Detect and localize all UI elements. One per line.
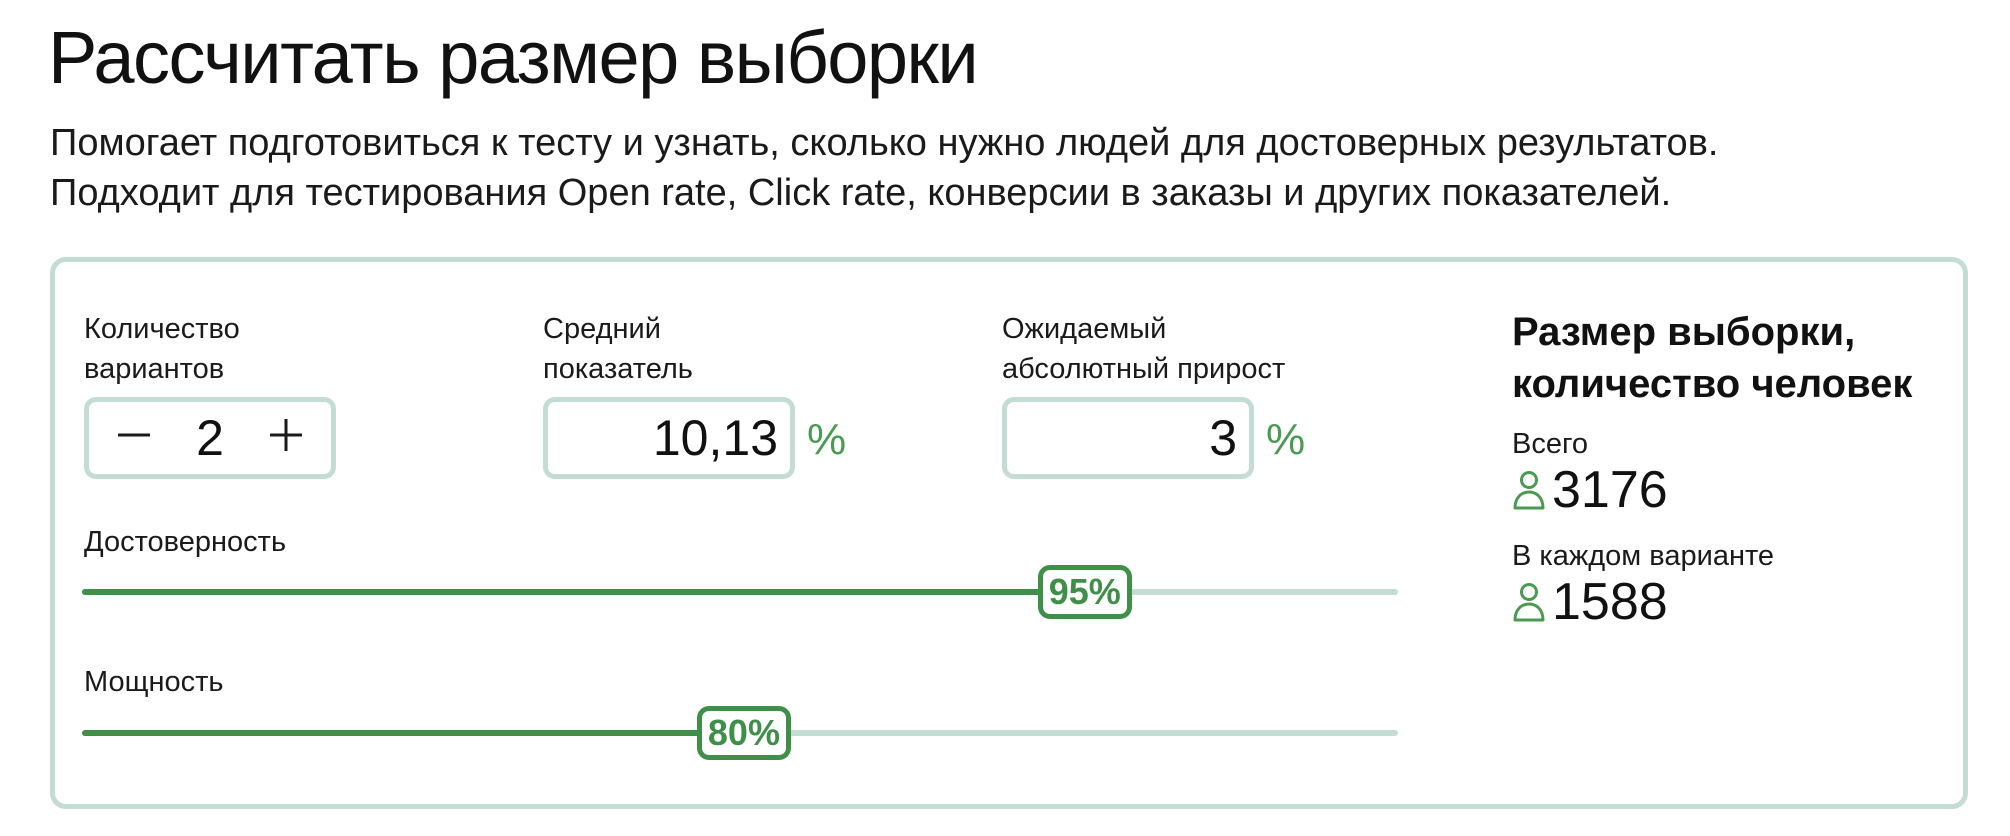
subtitle-line-1: Помогает подготовиться к тесту и узнать,… — [50, 122, 1719, 164]
plus-icon[interactable] — [261, 413, 311, 463]
power-slider-thumb[interactable]: 80% — [696, 706, 791, 760]
average-label: Средний показатель — [543, 309, 693, 389]
average-label-line-1: Средний — [543, 313, 661, 345]
page-subtitle: Помогает подготовиться к тесту и узнать,… — [50, 118, 1718, 218]
variants-label-line-2: вариантов — [84, 353, 225, 385]
result-title: Размер выборки, количество человек — [1512, 306, 1912, 410]
uplift-unit: % — [1266, 415, 1306, 464]
power-slider[interactable]: 80% — [82, 706, 1398, 760]
confidence-slider[interactable]: 95% — [82, 565, 1398, 619]
subtitle-line-2: Подходит для тестирования Open rate, Cli… — [50, 172, 1672, 214]
person-icon — [1512, 581, 1546, 623]
person-icon — [1512, 469, 1546, 511]
average-input[interactable] — [543, 397, 795, 479]
power-slider-fill — [82, 730, 744, 736]
confidence-slider-thumb[interactable]: 95% — [1037, 565, 1132, 619]
uplift-label-line-2: абсолютный прирост — [1002, 353, 1286, 385]
variants-label: Количество вариантов — [84, 309, 240, 389]
result-title-line-2: количество человек — [1512, 362, 1913, 406]
uplift-label: Ожидаемый абсолютный прирост — [1002, 309, 1285, 389]
confidence-slider-fill — [82, 589, 1085, 595]
total-value: 3176 — [1512, 464, 1668, 516]
confidence-label: Достоверность — [84, 526, 287, 558]
calculator-card — [50, 257, 1968, 809]
minus-icon[interactable] — [109, 413, 159, 463]
power-label: Мощность — [84, 666, 224, 698]
variants-stepper: 2 — [84, 397, 336, 479]
uplift-input[interactable] — [1002, 397, 1254, 479]
result-title-line-1: Размер выборки, — [1512, 310, 1856, 354]
variants-value: 2 — [196, 410, 224, 466]
per-variant-value: 1588 — [1512, 576, 1668, 628]
page-title: Рассчитать размер выборки — [48, 16, 979, 99]
variants-label-line-1: Количество — [84, 313, 240, 345]
uplift-label-line-1: Ожидаемый — [1002, 313, 1167, 345]
per-variant-number: 1588 — [1552, 573, 1668, 631]
per-variant-label: В каждом варианте — [1512, 540, 1775, 572]
average-label-line-2: показатель — [543, 353, 693, 385]
total-number: 3176 — [1552, 461, 1668, 519]
total-label: Всего — [1512, 428, 1589, 460]
average-unit: % — [807, 415, 847, 464]
